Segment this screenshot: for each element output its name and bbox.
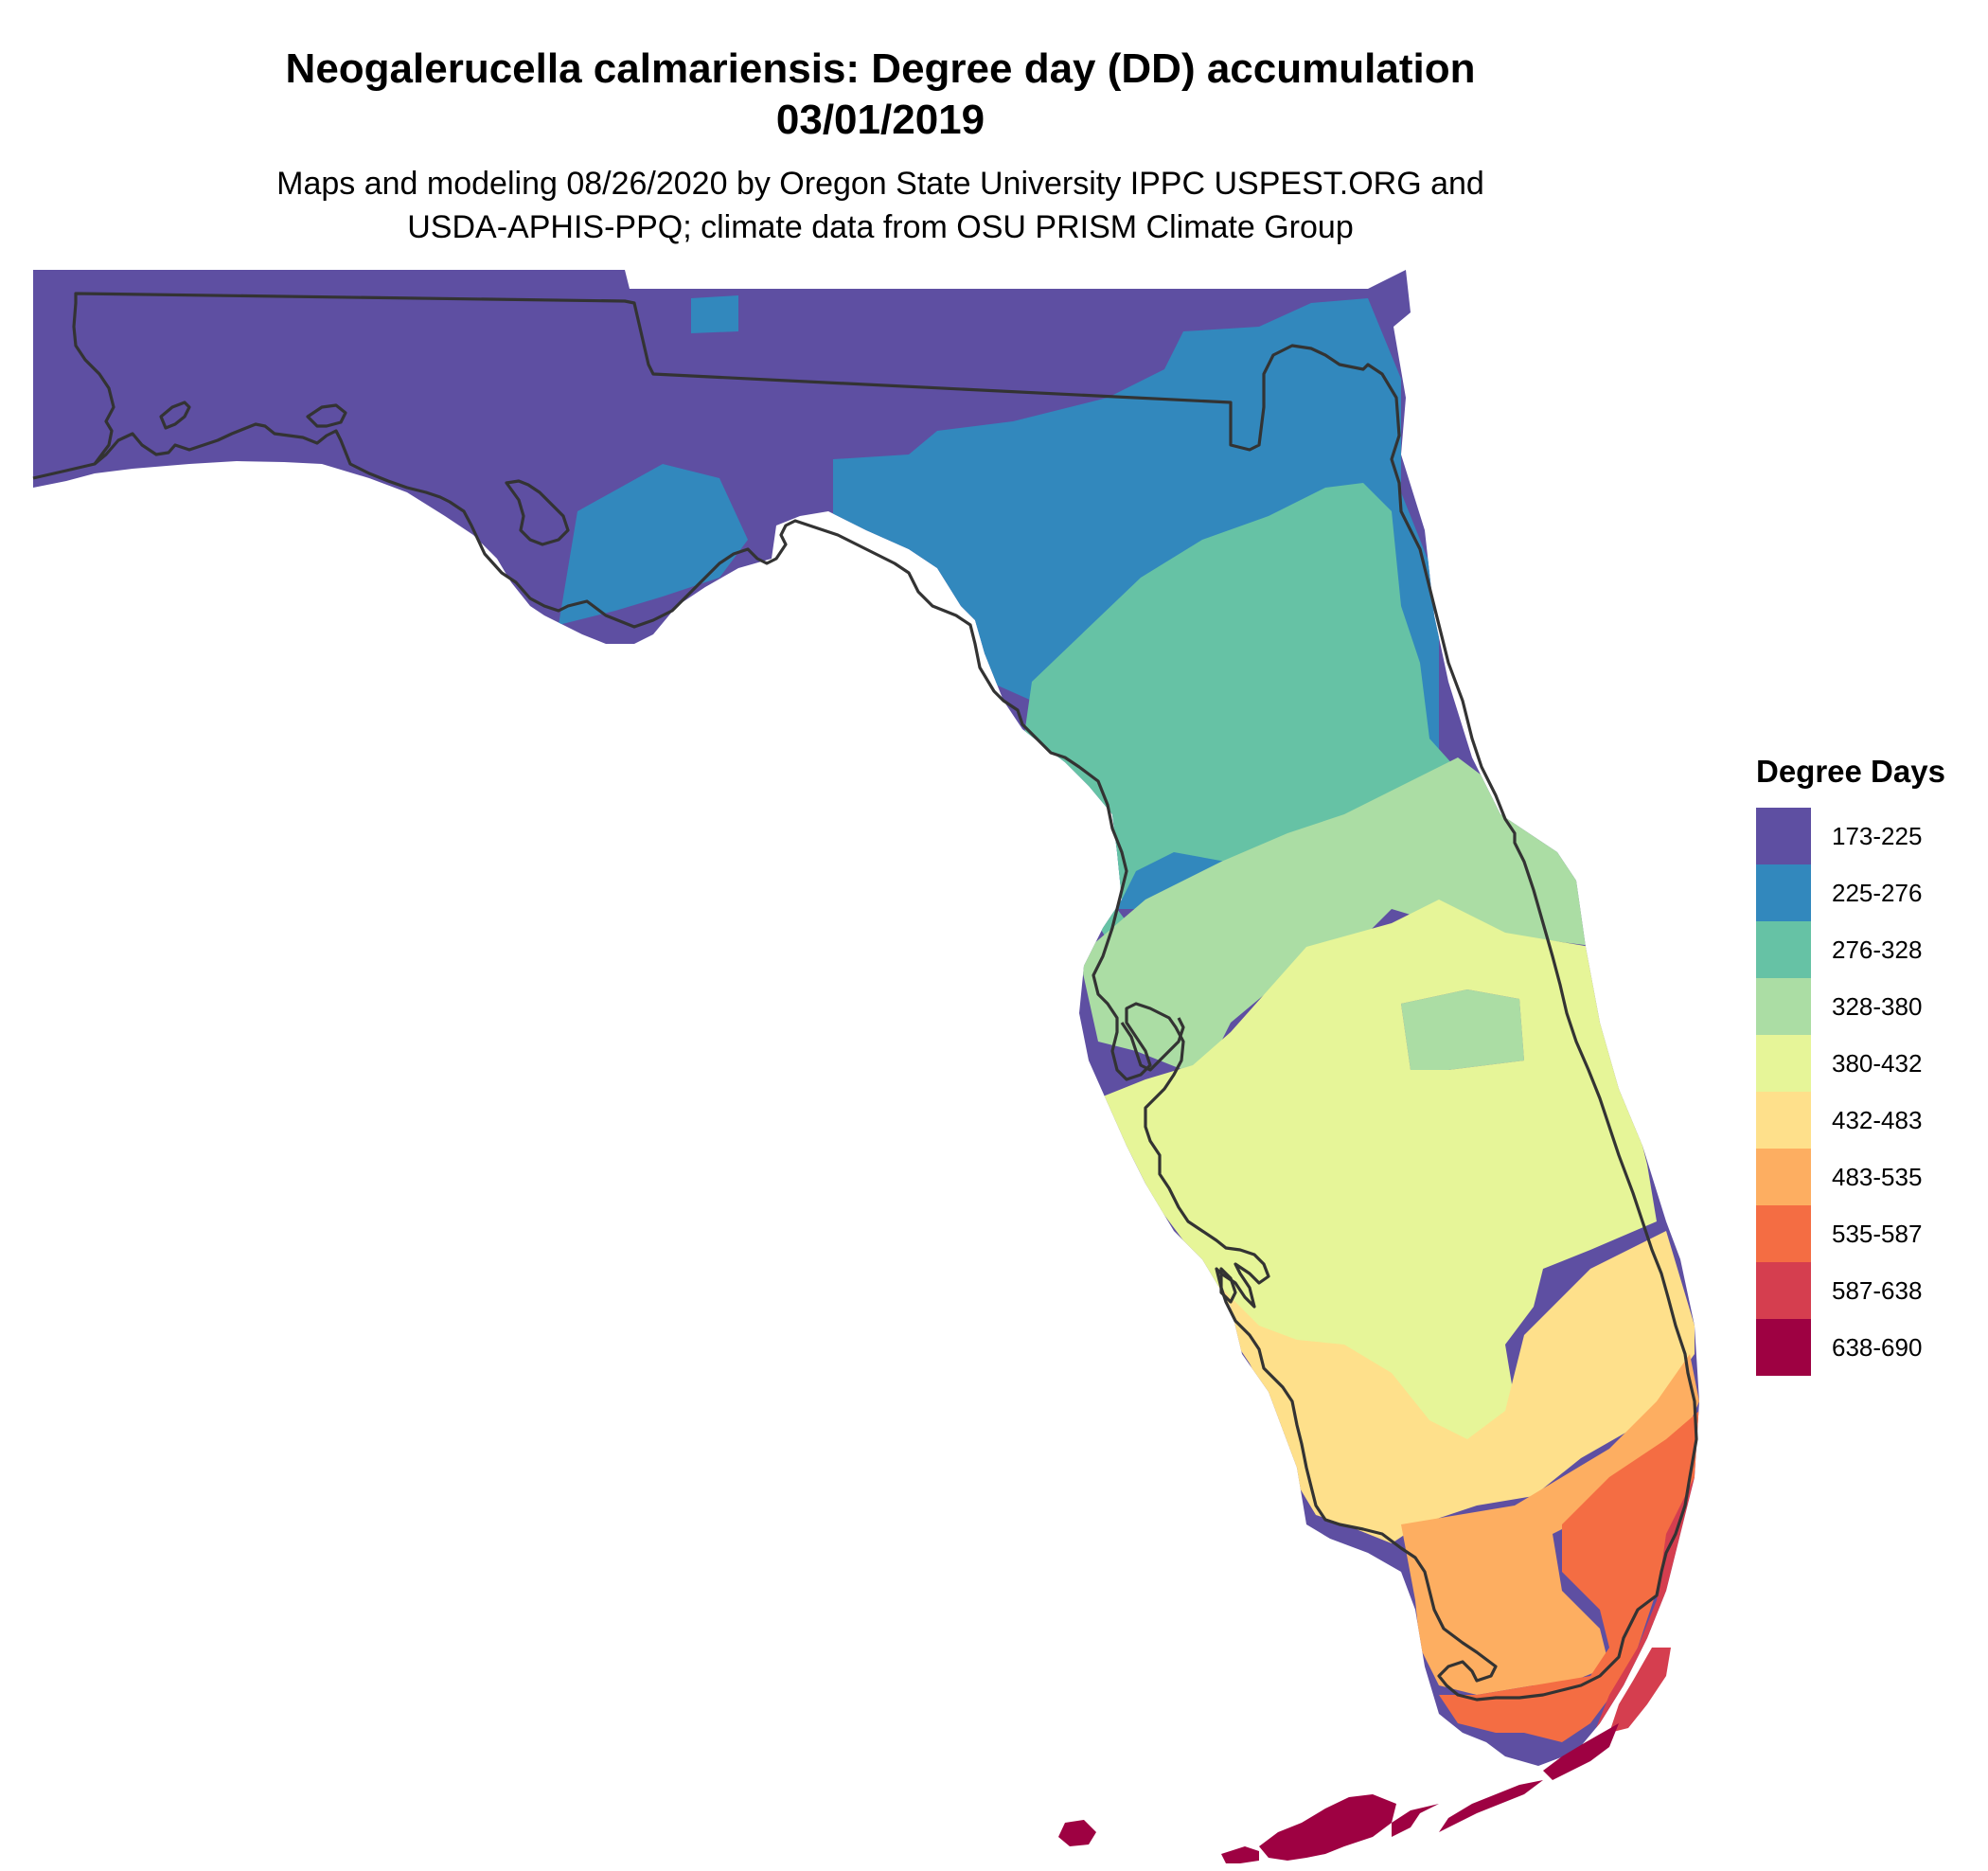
legend: Degree Days 173-225 225-276 276-328 328-380…	[1756, 753, 1983, 1376]
zone-328-380	[1079, 757, 1600, 1079]
legend-label: 225-276	[1832, 878, 1923, 907]
boundary-lines	[32, 292, 1698, 1702]
legend-swatch	[1756, 1092, 1811, 1149]
legend-label: 380-432	[1832, 1048, 1923, 1078]
legend-item: 276-328	[1756, 921, 1983, 978]
zone-587-638	[1590, 1477, 1699, 1742]
legend-label: 276-328	[1832, 935, 1923, 964]
zone-276-328	[1022, 483, 1500, 956]
bay-inlet-panhandle	[505, 479, 570, 546]
tampa-bay	[1120, 1017, 1185, 1072]
legend-item: 587-638	[1756, 1262, 1983, 1319]
legend-item: 173-225	[1756, 808, 1983, 864]
legend-title: Degree Days	[1756, 754, 1945, 789]
zone-432-483	[1183, 1231, 1695, 1543]
zone-483-535	[1212, 1354, 1699, 1695]
florida-keys	[1058, 1648, 1671, 1863]
legend-label: 328-380	[1832, 991, 1923, 1021]
degree-day-raster	[33, 270, 1699, 1766]
legend-item: 535-587	[1756, 1205, 1983, 1262]
legend-item: 432-483	[1756, 1092, 1983, 1149]
legend-label: 483-535	[1832, 1162, 1923, 1191]
legend-label: 587-638	[1832, 1275, 1923, 1305]
legend-swatch	[1756, 1262, 1811, 1319]
map-credits-line-2: USDA-APHIS-PPQ; climate data from OSU PR…	[407, 209, 1354, 245]
legend-swatch	[1756, 1205, 1811, 1262]
bay-inlet-west	[159, 401, 191, 430]
legend-label: 173-225	[1832, 821, 1923, 850]
legend-label: 535-587	[1832, 1219, 1923, 1248]
charlotte-harbor	[1219, 1267, 1237, 1304]
legend-swatch	[1756, 1319, 1811, 1376]
florida-degree-day-map	[32, 270, 1699, 1863]
map-date: 03/01/2019	[775, 97, 985, 143]
zone-535-587	[1439, 1411, 1699, 1742]
legend-item: 225-276	[1756, 864, 1983, 921]
legend-item: 328-380	[1756, 978, 1983, 1035]
legend-swatch	[1756, 808, 1811, 864]
bay-inlet-mid	[306, 403, 347, 428]
legend-swatch	[1756, 1149, 1811, 1205]
map-credits-line-1: Maps and modeling 08/26/2020 by Oregon S…	[276, 166, 1484, 202]
legend-item: 483-535	[1756, 1149, 1983, 1205]
florida-coastline	[32, 292, 1698, 1702]
legend-label: 638-690	[1832, 1332, 1923, 1362]
legend-item: 638-690	[1756, 1319, 1983, 1376]
legend-item: 380-432	[1756, 1035, 1983, 1092]
legend-swatch	[1756, 978, 1811, 1035]
legend-label: 432-483	[1832, 1105, 1923, 1134]
legend-swatch	[1756, 864, 1811, 921]
legend-swatch	[1756, 921, 1811, 978]
map-title: Neogalerucella calmariensis: Degree day …	[285, 45, 1476, 92]
legend-swatch	[1756, 1035, 1811, 1092]
